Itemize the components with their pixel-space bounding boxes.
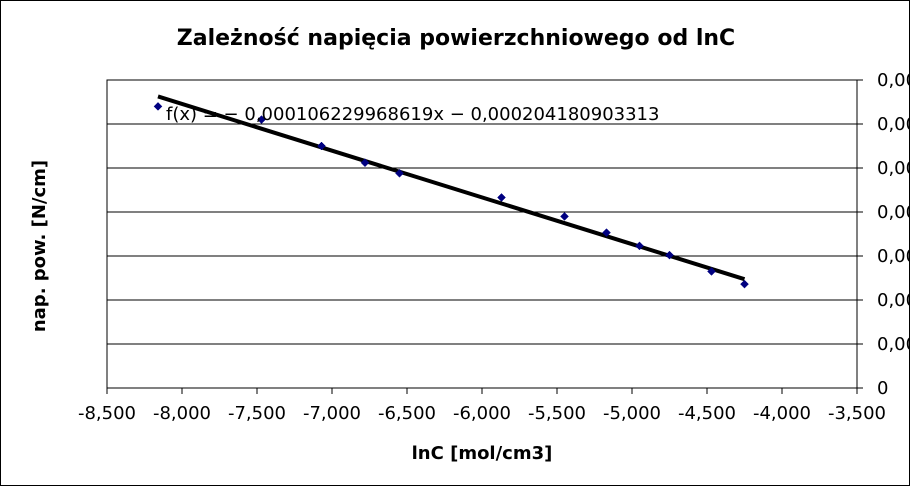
x-tick-label: -6,500 [378, 403, 436, 424]
data-point [395, 168, 404, 178]
y-axis-ticks: 0 0,0001 0,0002 0,0003 0,0004 0,0005 0,0006 0,0… [857, 70, 910, 399]
data-point [497, 193, 506, 202]
y-tick-label: 0,0005 [877, 158, 910, 179]
grid-lines [107, 123, 857, 345]
plot-area [106, 79, 858, 389]
y-tick-label: 0,0002 [877, 290, 910, 311]
data-point [665, 250, 674, 260]
x-tick-label: -5,000 [603, 403, 661, 424]
x-tick-label: -8,500 [78, 403, 136, 424]
trendline-group [157, 94, 746, 282]
chart-title: Zależność napięcia powierzchniowego od l… [177, 26, 735, 51]
y-tick-label: 0,0007 [877, 70, 910, 91]
y-tick-label: 0,0006 [877, 114, 910, 135]
data-point [560, 212, 569, 221]
y-tick-label: 0,0001 [877, 334, 910, 355]
data-point [740, 279, 749, 289]
data-point [317, 141, 326, 151]
data-point [360, 158, 370, 168]
data-points [153, 102, 749, 289]
y-tick-label: 0,0003 [877, 246, 910, 267]
x-axis-ticks: -8,500 -8,000 -7,500 -7,000 -6,500 -6,000 -5,5… [78, 388, 886, 424]
trendline [157, 94, 746, 282]
x-tick-label: -8,000 [153, 403, 211, 424]
x-tick-label: -4,000 [753, 403, 811, 424]
data-point [153, 102, 163, 111]
y-tick-label: 0,0004 [877, 202, 910, 223]
trendline-equation: f(x) = − 0,000106229968619x − 0,00020418… [166, 104, 659, 125]
data-point [257, 115, 266, 124]
data-point [602, 228, 611, 238]
x-tick-label: -6,000 [453, 403, 511, 424]
y-tick-label: 0 [877, 378, 888, 399]
x-tick-label: -7,500 [228, 403, 286, 424]
y-axis-label: nap. pow. [N/cm] [29, 160, 50, 332]
x-axis-label: lnC [mol/cm3] [412, 443, 553, 464]
data-point [707, 267, 716, 276]
x-tick-label: -3,500 [828, 403, 886, 424]
x-tick-label: -5,500 [528, 403, 586, 424]
data-point [635, 241, 644, 251]
x-tick-label: -4,500 [678, 403, 736, 424]
x-tick-label: -7,000 [303, 403, 361, 424]
